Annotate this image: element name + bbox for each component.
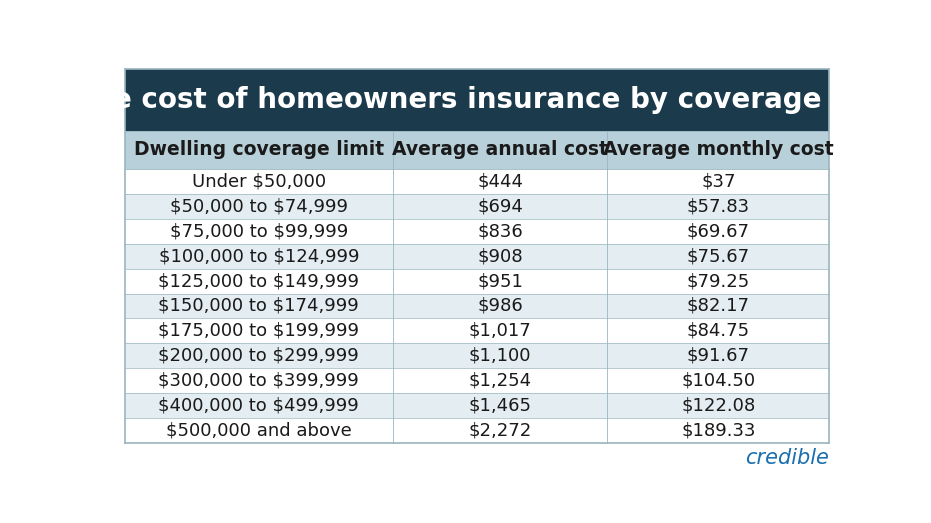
Text: \$75.67: \$75.67 xyxy=(687,247,749,265)
Text: \$444: \$444 xyxy=(477,172,523,190)
Text: \$986: \$986 xyxy=(478,297,523,315)
Text: \$82.17: \$82.17 xyxy=(687,297,749,315)
Text: \$125,000 to \$149,999: \$125,000 to \$149,999 xyxy=(158,272,359,290)
Text: \$57.83: \$57.83 xyxy=(687,197,749,215)
FancyBboxPatch shape xyxy=(125,418,830,444)
Text: Under \$50,000: Under \$50,000 xyxy=(192,172,326,190)
Text: \$175,000 to \$199,999: \$175,000 to \$199,999 xyxy=(158,322,359,340)
Text: Average cost of homeowners insurance by coverage amount: Average cost of homeowners insurance by … xyxy=(4,86,931,114)
Text: \$1,017: \$1,017 xyxy=(468,322,532,340)
Text: \$300,000 to \$399,999: \$300,000 to \$399,999 xyxy=(158,372,359,390)
FancyBboxPatch shape xyxy=(125,344,830,368)
Text: \$69.67: \$69.67 xyxy=(687,222,749,240)
Text: \$694: \$694 xyxy=(477,197,523,215)
Text: \$1,254: \$1,254 xyxy=(468,372,532,390)
FancyBboxPatch shape xyxy=(125,319,830,344)
Text: \$951: \$951 xyxy=(477,272,523,290)
Text: Average annual cost: Average annual cost xyxy=(392,141,608,160)
FancyBboxPatch shape xyxy=(125,393,830,418)
Text: \$2,272: \$2,272 xyxy=(468,422,532,440)
FancyBboxPatch shape xyxy=(125,293,830,319)
Text: \$1,465: \$1,465 xyxy=(468,397,532,415)
Text: \$150,000 to \$174,999: \$150,000 to \$174,999 xyxy=(158,297,359,315)
FancyBboxPatch shape xyxy=(125,244,830,268)
FancyBboxPatch shape xyxy=(125,69,830,131)
Text: \$104.50: \$104.50 xyxy=(681,372,755,390)
FancyBboxPatch shape xyxy=(125,219,830,244)
FancyBboxPatch shape xyxy=(125,194,830,219)
Text: Dwelling coverage limit: Dwelling coverage limit xyxy=(134,141,384,160)
FancyBboxPatch shape xyxy=(125,169,830,194)
FancyBboxPatch shape xyxy=(125,368,830,393)
Text: \$91.67: \$91.67 xyxy=(687,347,749,365)
FancyBboxPatch shape xyxy=(125,131,830,169)
Text: \$400,000 to \$499,999: \$400,000 to \$499,999 xyxy=(158,397,359,415)
Text: \$1,100: \$1,100 xyxy=(469,347,532,365)
Text: \$122.08: \$122.08 xyxy=(681,397,755,415)
Text: Average monthly cost: Average monthly cost xyxy=(603,141,833,160)
Text: \$500,000 and above: \$500,000 and above xyxy=(166,422,352,440)
Text: \$37: \$37 xyxy=(701,172,735,190)
Text: \$50,000 to \$74,999: \$50,000 to \$74,999 xyxy=(169,197,348,215)
Text: \$79.25: \$79.25 xyxy=(687,272,750,290)
Text: \$84.75: \$84.75 xyxy=(687,322,749,340)
Text: \$100,000 to \$124,999: \$100,000 to \$124,999 xyxy=(158,247,359,265)
Text: \$836: \$836 xyxy=(478,222,523,240)
Text: credible: credible xyxy=(746,448,830,468)
Text: \$200,000 to \$299,999: \$200,000 to \$299,999 xyxy=(158,347,359,365)
Text: \$908: \$908 xyxy=(478,247,523,265)
Text: \$75,000 to \$99,999: \$75,000 to \$99,999 xyxy=(169,222,348,240)
Text: \$189.33: \$189.33 xyxy=(681,422,756,440)
FancyBboxPatch shape xyxy=(125,268,830,293)
